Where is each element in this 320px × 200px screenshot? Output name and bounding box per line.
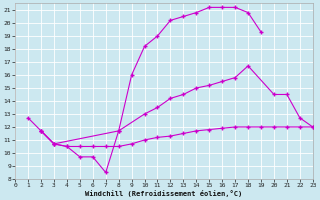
X-axis label: Windchill (Refroidissement éolien,°C): Windchill (Refroidissement éolien,°C) [85,190,243,197]
